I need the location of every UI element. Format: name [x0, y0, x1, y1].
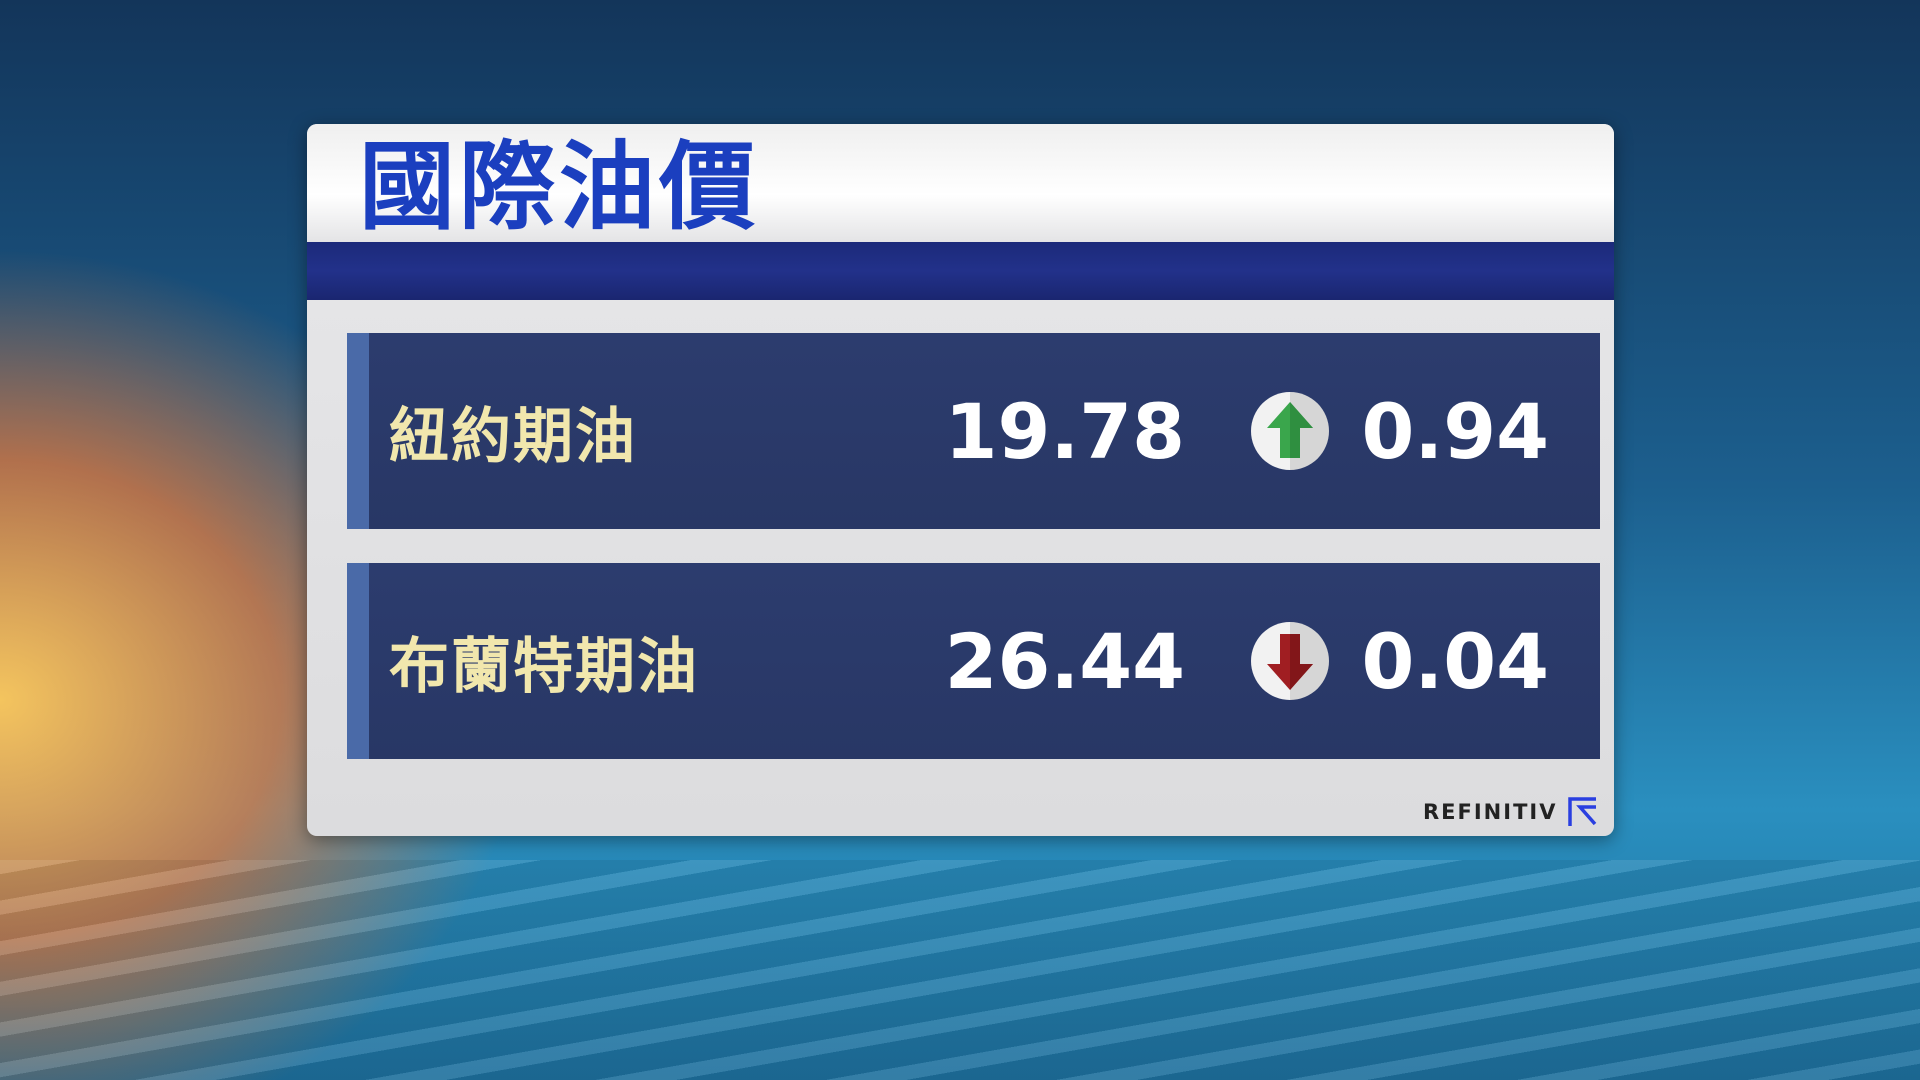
row-label: 布蘭特期油 — [389, 631, 699, 702]
page-title: 國際油價 — [359, 131, 759, 243]
row-accent — [347, 563, 369, 759]
arrow-up-icon — [1251, 392, 1329, 470]
background-floor — [0, 860, 1920, 1080]
title-bar: 國際油價 — [307, 124, 1614, 242]
refinitiv-logo: REFINITIV — [1423, 796, 1599, 828]
row-label: 紐約期油 — [389, 401, 637, 472]
row-change: 0.94 — [1361, 386, 1549, 476]
row-price: 19.78 — [944, 386, 1185, 476]
price-row-nymex: 紐約期油 19.78 0.94 — [347, 333, 1600, 529]
row-change: 0.04 — [1361, 616, 1549, 706]
oil-price-panel: 國際油價 紐約期油 19.78 0.94 布蘭特期油 26.44 0.04 RE… — [307, 124, 1614, 836]
price-row-brent: 布蘭特期油 26.44 0.04 — [347, 563, 1600, 759]
title-band — [307, 242, 1614, 300]
brand-name: REFINITIV — [1423, 800, 1558, 824]
row-accent — [347, 333, 369, 529]
row-price: 26.44 — [944, 616, 1185, 706]
arrow-down-icon — [1251, 622, 1329, 700]
refinitiv-mark-icon — [1568, 797, 1597, 826]
